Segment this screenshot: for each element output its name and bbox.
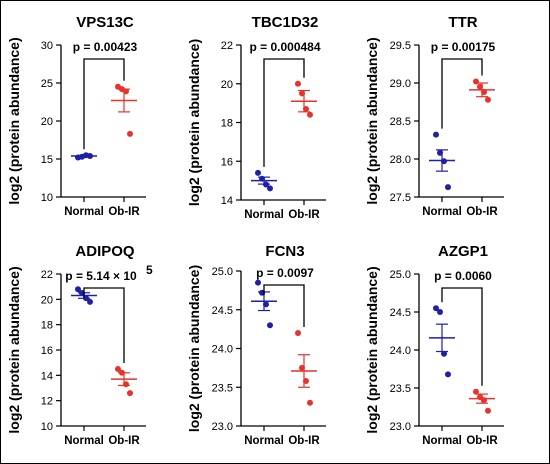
data-point [295, 80, 301, 87]
x-category-label: Ob-IR [108, 206, 140, 218]
y-tick-label: 28.0 [390, 154, 411, 166]
data-point [473, 388, 479, 395]
y-tick-label: 25.0 [390, 269, 411, 281]
significance-bracket [83, 58, 125, 150]
chart-title: FCN3 [265, 243, 304, 260]
data-point [433, 131, 439, 138]
significance-bracket [263, 284, 305, 327]
y-tick-label: 29.5 [390, 40, 411, 52]
x-category-label: Ob-IR [466, 435, 498, 447]
y-tick-label: 16 [221, 156, 233, 168]
y-tick-label: 24.0 [212, 344, 233, 356]
data-point [87, 298, 93, 305]
significance-bracket [441, 58, 483, 129]
y-tick-label: 22 [41, 269, 53, 281]
data-point [307, 399, 313, 406]
data-point [441, 350, 447, 357]
data-point [255, 169, 261, 176]
significance-bracket [83, 287, 125, 363]
data-point [445, 371, 451, 378]
y-axis-label: log2 (protein abundance) [6, 266, 22, 433]
p-value-annotation: p = 0.000484 [249, 40, 320, 54]
chart-title: TTR [448, 14, 477, 31]
significance-bracket [441, 287, 483, 386]
y-tick-label: 24.5 [212, 305, 233, 317]
x-category-label: Normal [244, 435, 284, 447]
p-value-annotation: p = 0.00423 [73, 40, 138, 54]
x-category-label: Normal [64, 435, 104, 447]
y-tick-label: 25.0 [212, 266, 233, 278]
y-tick-label: 23.0 [212, 421, 233, 433]
data-point [127, 390, 133, 397]
y-tick-label: 18 [221, 118, 233, 130]
x-category-label: Normal [422, 206, 462, 218]
chart-title: ADIPOQ [75, 243, 135, 260]
data-point [295, 330, 301, 336]
y-tick-label: 24.0 [390, 345, 411, 357]
y-tick-label: 12 [41, 396, 53, 408]
y-axis-label: log2 (protein abundance) [364, 266, 380, 433]
x-category-label: Normal [422, 435, 462, 447]
y-tick-label: 22 [221, 40, 233, 52]
p-value-annotation: p = 0.0097 [256, 266, 314, 280]
data-point [255, 279, 261, 286]
y-tick-label: 23.0 [390, 421, 411, 433]
y-axis-label: log2 (protein abundance) [186, 265, 202, 432]
p-value-annotation: p = 5.14 × 10 [65, 269, 137, 283]
y-tick-label: 14 [221, 195, 233, 207]
y-tick-label: 20 [221, 79, 233, 91]
y-tick-label: 23.5 [390, 383, 411, 395]
y-axis-label: log2 (protein abundance) [364, 37, 380, 204]
y-tick-label: 29.0 [390, 78, 411, 90]
y-axis-label: log2 (protein abundance) [6, 37, 22, 204]
data-point [307, 111, 313, 118]
x-category-label: Ob-IR [288, 435, 320, 447]
y-tick-label: 24.5 [390, 307, 411, 319]
p-value-annotation: p = 0.0060 [434, 269, 492, 283]
x-category-label: Normal [244, 209, 284, 221]
y-tick-label: 20 [41, 294, 53, 306]
x-category-label: Ob-IR [108, 435, 140, 447]
significance-bracket [263, 58, 305, 167]
data-point [445, 184, 451, 191]
data-point [127, 130, 133, 137]
data-point [485, 407, 491, 414]
y-tick-label: 16 [41, 345, 53, 357]
y-tick-label: 25 [41, 78, 53, 90]
x-category-label: Ob-IR [288, 209, 320, 221]
data-point [267, 322, 273, 329]
x-category-label: Ob-IR [466, 206, 498, 218]
y-tick-label: 28.5 [390, 116, 411, 128]
p-value-exponent: 5 [146, 263, 153, 277]
x-category-label: Normal [64, 206, 104, 218]
y-tick-label: 20 [41, 116, 53, 128]
y-tick-label: 14 [41, 370, 53, 382]
y-tick-label: 15 [41, 154, 53, 166]
y-tick-label: 10 [41, 421, 53, 433]
chart-title: VPS13C [76, 14, 134, 31]
chart-title: AZGP1 [438, 243, 488, 260]
y-tick-label: 27.5 [390, 192, 411, 204]
data-point [485, 96, 491, 103]
p-value-annotation: p = 0.00175 [431, 40, 496, 54]
y-axis-label: log2 (protein abundance) [186, 39, 202, 206]
data-point [75, 286, 81, 293]
chart-title: TBC1D32 [252, 14, 319, 31]
data-point [433, 305, 439, 312]
y-tick-label: 23.5 [212, 382, 233, 394]
data-point [437, 309, 443, 315]
y-tick-label: 18 [41, 320, 53, 332]
data-point [267, 185, 273, 192]
y-tick-label: 30 [41, 40, 53, 52]
data-point [115, 366, 121, 372]
y-tick-label: 10 [41, 192, 53, 204]
